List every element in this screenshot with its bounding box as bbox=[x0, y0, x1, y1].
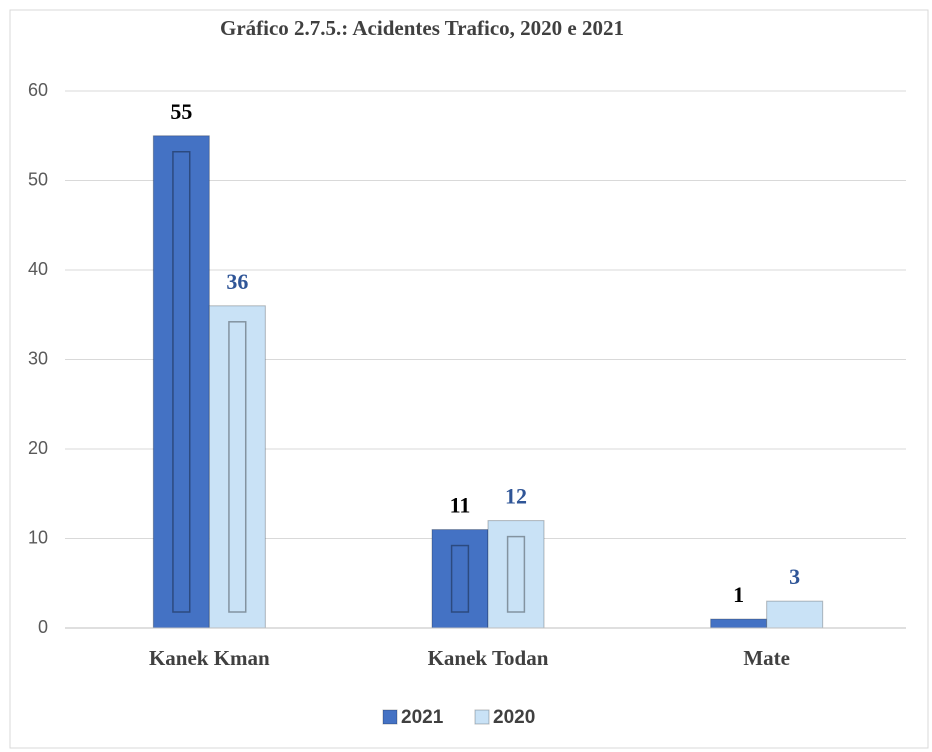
x-tick-label: Kanek Kman bbox=[149, 646, 270, 670]
chart-title: Gráfico 2.7.5.: Acidentes Trafico, 2020 … bbox=[220, 16, 624, 40]
y-tick-label: 20 bbox=[28, 438, 48, 458]
data-label: 3 bbox=[789, 564, 800, 589]
y-tick-label: 0 bbox=[38, 617, 48, 637]
bar-bevel bbox=[450, 544, 470, 613]
bar bbox=[710, 618, 768, 629]
bar bbox=[431, 529, 489, 629]
bar-bevel bbox=[172, 151, 191, 613]
bar-bevel bbox=[506, 535, 526, 613]
y-tick-label: 40 bbox=[28, 259, 48, 279]
y-tick-label: 30 bbox=[28, 348, 48, 368]
x-tick-label: Mate bbox=[743, 646, 790, 670]
bar bbox=[152, 135, 210, 629]
data-label: 55 bbox=[170, 99, 192, 124]
data-label: 1 bbox=[733, 582, 744, 607]
data-label: 36 bbox=[226, 269, 248, 294]
bar bbox=[766, 600, 824, 629]
legend-label: 2021 bbox=[401, 707, 444, 728]
y-tick-label: 10 bbox=[28, 527, 48, 547]
legend-swatch bbox=[474, 709, 490, 725]
bar-bevel bbox=[228, 321, 247, 613]
bar bbox=[208, 305, 266, 629]
bar bbox=[487, 520, 545, 629]
data-label: 12 bbox=[505, 484, 527, 509]
y-tick-label: 50 bbox=[28, 169, 48, 189]
data-label: 11 bbox=[450, 493, 471, 518]
chart-frame bbox=[9, 9, 929, 749]
x-tick-label: Kanek Todan bbox=[428, 646, 549, 670]
legend-swatch bbox=[382, 709, 398, 725]
legend-label: 2020 bbox=[493, 707, 535, 728]
y-tick-label: 60 bbox=[28, 80, 48, 100]
